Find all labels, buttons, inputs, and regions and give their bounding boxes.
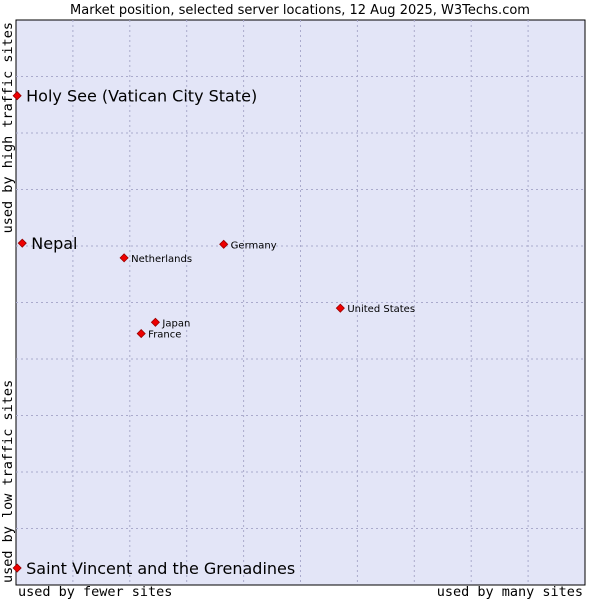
point-japan (150, 317, 160, 327)
data-points: Holy See (Vatican City State) Nepal Saint … (12, 87, 415, 578)
point-saint-vincent-and-the-grenadines (12, 563, 22, 573)
y-axis-high-label: used by high traffic sites (0, 22, 16, 233)
x-axis-high-label: used by many sites (437, 584, 583, 600)
point-label-holy-see-vatican-city-state: Holy See (Vatican City State) (26, 87, 257, 106)
point-label-united-states: United States (347, 304, 415, 315)
point-label-nepal: Nepal (31, 234, 77, 253)
point-label-france: France (148, 330, 181, 341)
point-label-saint-vincent-and-the-grenadines: Saint Vincent and the Grenadines (26, 559, 295, 578)
point-holy-see-vatican-city-state (12, 91, 22, 101)
point-label-netherlands: Netherlands (131, 254, 192, 265)
grid-lines (16, 20, 585, 585)
point-nepal (17, 238, 27, 248)
point-label-japan: Japan (161, 318, 190, 329)
x-axis-low-label: used by fewer sites (18, 584, 172, 600)
point-label-germany: Germany (231, 240, 277, 251)
chart-title: Market position, selected server locatio… (70, 3, 530, 18)
point-united-states (335, 303, 345, 313)
y-axis-low-label: used by low traffic sites (0, 380, 16, 583)
point-france (136, 329, 146, 339)
point-netherlands (119, 253, 129, 263)
point-germany (219, 239, 229, 249)
